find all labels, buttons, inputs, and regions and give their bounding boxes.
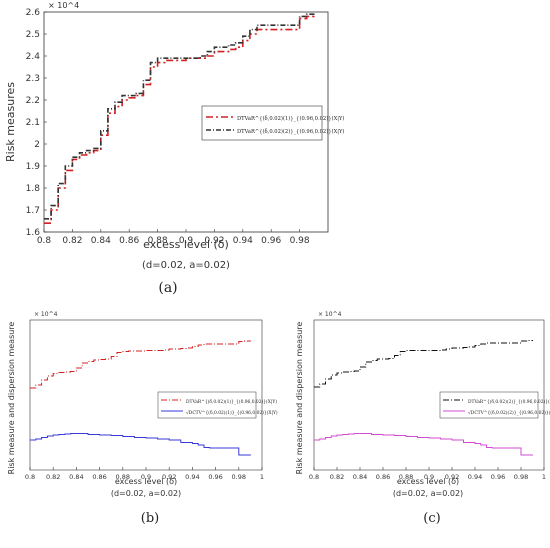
a-xtick-label: 0.82 bbox=[62, 236, 82, 246]
b-series-line-1 bbox=[30, 340, 251, 389]
a-xtick-label: 0.94 bbox=[233, 236, 253, 246]
panel-a-chart: 0.8 0.82 0.84 0.86 0.88 0.9 0.92 0.94 0.96 0.98 1… bbox=[4, 1, 344, 296]
b-xtick-label: 0.98 bbox=[232, 473, 246, 481]
panel-b-xlabel: excess level (δ) bbox=[115, 477, 177, 486]
a-ytick-label: 2.6 bbox=[26, 8, 41, 18]
a-xtick-label: 0.92 bbox=[204, 236, 224, 246]
panel-c-chart: 0.8 0.82 0.84 0.86 0.88 0.9 0.92 0.94 0.96 0.98 1 … bbox=[295, 311, 550, 526]
panel-c-xlabel: excess level (δ) bbox=[397, 477, 459, 486]
panel-a-xlabel: excess level (δ) bbox=[143, 238, 229, 251]
a-ytick-label: 2.2 bbox=[26, 96, 40, 106]
c-legend-label-1: DTVaR^{(δ,0.02)(2)}_{(0.96,0.02)}(X|Y) bbox=[468, 400, 550, 405]
b-xtick-label: 1 bbox=[260, 473, 264, 481]
c-xtick-label: 0.92 bbox=[445, 473, 459, 481]
a-ytick-label: 2.5 bbox=[26, 30, 40, 40]
panel-c-exponent: × 10^4 bbox=[318, 311, 342, 318]
b-xtick-label: 0.92 bbox=[162, 473, 176, 481]
panel-b-chart: 0.8 0.82 0.84 0.86 0.88 0.9 0.92 0.94 0.96 0.98 1 … bbox=[7, 311, 278, 526]
panel-a-note: (d=0.02, a=0.02) bbox=[142, 260, 230, 271]
a-legend-label-1: DTVaR^{(δ,0.02)(1)}_{(0.96,0.02)}(X|Y) bbox=[237, 115, 344, 122]
a-ytick-label: 1.6 bbox=[26, 228, 41, 238]
c-xtick-label: 0.84 bbox=[353, 473, 367, 481]
b-xtick-label: 0.84 bbox=[69, 473, 83, 481]
panel-c-caption: (c) bbox=[423, 511, 440, 526]
b-xtick-label: 0.94 bbox=[185, 473, 199, 481]
panel-c-legend: DTVaR^{(δ,0.02)(2)}_{(0.96,0.02)}(X|Y) √D… bbox=[439, 391, 550, 419]
b-xtick-label: 0.86 bbox=[92, 473, 106, 481]
b-xtick-label: 0.96 bbox=[208, 473, 222, 481]
c-xtick-label: 0.86 bbox=[376, 473, 390, 481]
panel-c-ylabel: Risk measure and dispersion measure bbox=[295, 322, 304, 475]
a-ytick-label: 2 bbox=[34, 140, 40, 150]
b-series-line-2 bbox=[30, 433, 251, 456]
a-ytick-label: 1.9 bbox=[26, 162, 41, 172]
c-series-line-2 bbox=[314, 433, 533, 456]
panel-b-note: (d=0.02, a=0.02) bbox=[111, 489, 181, 498]
a-xtick-label: 0.9 bbox=[179, 236, 194, 246]
a-ytick-label: 2.4 bbox=[26, 52, 41, 62]
panel-a-exponent: × 10^4 bbox=[48, 1, 79, 10]
b-legend-label-2: √DCTV^{(δ,0.02)(1)}_{(0.96,0.02)}(X|Y) bbox=[186, 410, 278, 416]
panel-c-note: (d=0.02, a=0.02) bbox=[393, 489, 463, 498]
c-xtick-label: 1 bbox=[542, 473, 546, 481]
panel-a-ylabel: Risk measures bbox=[4, 82, 17, 162]
c-xtick-label: 0.88 bbox=[399, 473, 413, 481]
a-ytick-label: 1.7 bbox=[26, 206, 40, 216]
b-xtick-label: 0.82 bbox=[46, 473, 60, 481]
a-xtick-label: 0.96 bbox=[261, 236, 281, 246]
c-series-line-1 bbox=[314, 340, 533, 388]
b-xtick-label: 0.88 bbox=[116, 473, 130, 481]
a-ytick-label: 1.8 bbox=[26, 184, 41, 194]
panel-b-exponent: × 10^4 bbox=[34, 311, 58, 318]
a-xtick-label: 0.98 bbox=[290, 236, 310, 246]
a-xtick-label: 0.8 bbox=[37, 236, 52, 246]
a-xtick-label: 0.88 bbox=[148, 236, 168, 246]
panel-b-legend: DTVaR^{(δ,0.02)(1)}_{(0.96,0.02)}(X|Y) √D… bbox=[157, 391, 278, 419]
b-xtick-label: 0.9 bbox=[141, 473, 151, 481]
c-xtick-label: 0.9 bbox=[424, 473, 434, 481]
c-xtick-label: 0.8 bbox=[309, 473, 319, 481]
a-series-line-2 bbox=[44, 12, 315, 220]
c-xtick-label: 0.82 bbox=[330, 473, 344, 481]
a-legend-label-2: DTVaR^{(δ,0.02)(2)}_{(0.96,0.02)}(X|Y) bbox=[237, 128, 344, 135]
b-legend-label-1: DTVaR^{(δ,0.02)(1)}_{(0.96,0.02)}(X|Y) bbox=[186, 400, 277, 405]
b-xtick-label: 0.8 bbox=[25, 473, 35, 481]
panel-a-caption: (a) bbox=[158, 280, 177, 296]
panel-b-caption: (b) bbox=[141, 511, 159, 526]
a-xtick-label: 0.84 bbox=[91, 236, 111, 246]
c-xtick-label: 0.94 bbox=[468, 473, 482, 481]
panel-a-legend: DTVaR^{(δ,0.02)(1)}_{(0.96,0.02)}(X|Y) DT… bbox=[201, 105, 344, 141]
c-xtick-label: 0.98 bbox=[514, 473, 528, 481]
a-xtick-label: 0.86 bbox=[119, 236, 139, 246]
panel-b-ylabel: Risk measure and dispersion measure bbox=[7, 322, 16, 475]
c-legend-label-2: √DCTV^{(δ,0.02)(2)}_{(0.96,0.02)}(X|Y) bbox=[468, 410, 550, 416]
a-ytick-label: 2.1 bbox=[26, 118, 40, 128]
a-ytick-label: 2.3 bbox=[26, 74, 40, 84]
c-xtick-label: 0.96 bbox=[491, 473, 505, 481]
